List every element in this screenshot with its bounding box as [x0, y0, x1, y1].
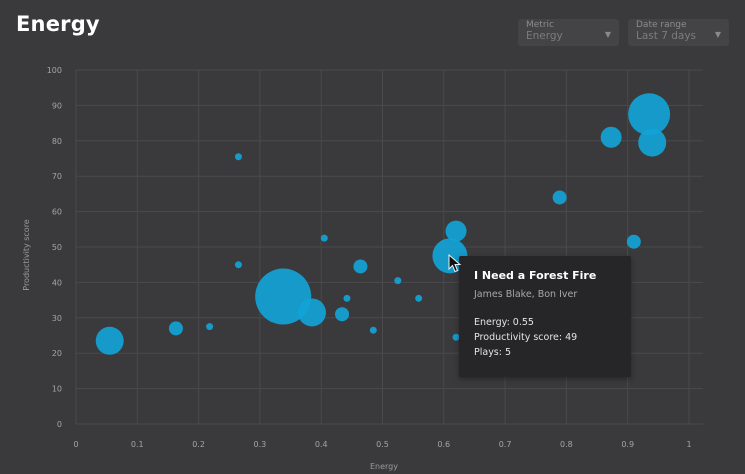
x-tick-label: 0.1 [131, 440, 144, 449]
x-tick-label: 1 [686, 440, 691, 449]
tooltip-productivity: Productivity score: 49 [474, 332, 578, 343]
bubble-point[interactable] [335, 307, 350, 322]
tooltip-artist: James Blake, Bon Iver [474, 289, 578, 300]
bubble-point[interactable] [445, 220, 467, 242]
bubble-point[interactable] [638, 128, 667, 157]
y-tick-label: 40 [52, 278, 62, 287]
x-tick-label: 0 [73, 440, 78, 449]
bubble-point[interactable] [415, 294, 423, 302]
metric-label: Metric [526, 20, 554, 30]
x-tick-label: 0.7 [499, 440, 512, 449]
y-tick-label: 100 [47, 66, 62, 75]
x-tick-label: 0.3 [254, 440, 267, 449]
y-tick-label: 0 [57, 420, 62, 429]
y-tick-label: 30 [52, 314, 62, 323]
bubble-point[interactable] [369, 326, 377, 334]
bubble-point[interactable] [320, 234, 328, 242]
bubble-point[interactable] [206, 323, 214, 331]
chevron-down-icon: ▼ [604, 30, 611, 39]
chart-bubbles [95, 93, 671, 355]
metric-value: Energy [526, 30, 563, 42]
bubble-point[interactable] [95, 326, 124, 355]
x-tick-label: 0.5 [376, 440, 389, 449]
date-range-label: Date range [636, 20, 687, 30]
chevron-down-icon: ▼ [714, 30, 721, 39]
bubble-point[interactable] [626, 234, 641, 249]
y-tick-label: 50 [52, 243, 62, 252]
metric-select[interactable]: Metric Energy ▼ [518, 19, 619, 46]
bubble-point[interactable] [552, 190, 567, 205]
bubble-point[interactable] [234, 261, 242, 269]
y-tick-label: 90 [52, 101, 62, 110]
x-tick-label: 0.8 [560, 440, 573, 449]
x-tick-label: 0.6 [437, 440, 450, 449]
tooltip-plays: Plays: 5 [474, 347, 512, 358]
date-range-value: Last 7 days [636, 30, 697, 42]
x-tick-label: 0.9 [621, 440, 634, 449]
tooltip-energy: Energy: 0.55 [474, 317, 534, 328]
bubble-point[interactable] [343, 294, 351, 302]
x-tick-label: 0.4 [315, 440, 328, 449]
y-tick-label: 60 [52, 208, 62, 217]
y-tick-label: 10 [52, 385, 62, 394]
mouse-pointer-icon [448, 254, 462, 273]
bubble-point[interactable] [298, 298, 327, 327]
y-axis-label: Productivity score [22, 219, 31, 291]
bubble-point[interactable] [600, 126, 622, 148]
bubble-point[interactable] [168, 321, 183, 336]
y-tick-label: 70 [52, 172, 62, 181]
x-axis-label: Energy [370, 462, 398, 471]
page-title: Energy [16, 12, 100, 36]
y-tick-label: 80 [52, 137, 62, 146]
bubble-point[interactable] [255, 268, 312, 325]
bubble-point[interactable] [628, 93, 671, 136]
date-range-select[interactable]: Date range Last 7 days ▼ [628, 19, 729, 46]
chart-ticks: 0 0.1 0.2 0.3 0.4 0.5 0.6 0.7 0.8 0.9 101020304050… [47, 66, 692, 449]
x-tick-label: 0.2 [192, 440, 205, 449]
y-tick-label: 20 [52, 349, 62, 358]
bubble-point[interactable] [353, 259, 368, 274]
bubble-point[interactable] [394, 277, 402, 285]
bubble-point[interactable] [452, 333, 460, 341]
chart-grid [75, 69, 703, 425]
bubble-tooltip: I Need a Forest Fire James Blake, Bon Iv… [459, 256, 631, 377]
bubble-point[interactable] [234, 153, 242, 161]
tooltip-track-title: I Need a Forest Fire [474, 269, 597, 282]
